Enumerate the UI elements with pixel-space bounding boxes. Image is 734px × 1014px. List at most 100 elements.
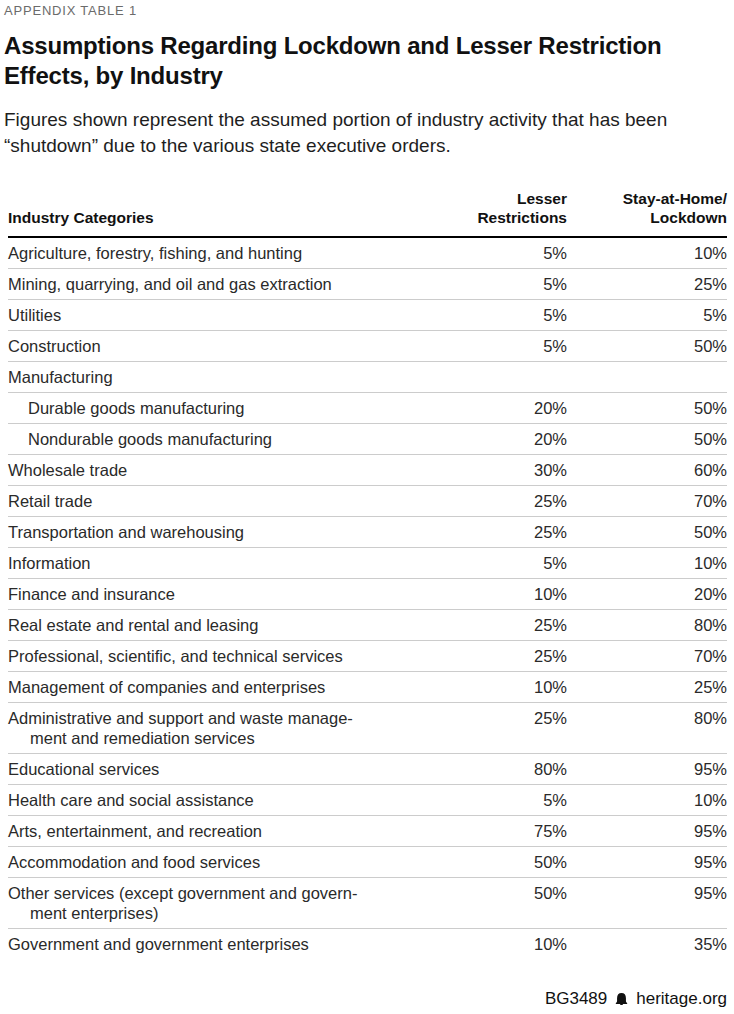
lockdown-value-cell: 60% [567, 455, 727, 486]
industry-cell: Nondurable goods manufacturing [8, 424, 452, 455]
lesser-value-cell: 25% [452, 517, 567, 548]
table-row: Construction 5% 50% [8, 331, 727, 362]
industry-cell: Real estate and rental and leasing [8, 610, 452, 641]
page-title: Assumptions Regarding Lockdown and Lesse… [4, 31, 710, 91]
appendix-table-page: APPENDIX TABLE 1 Assumptions Regarding L… [0, 3, 734, 1014]
lesser-value-cell: 80% [452, 754, 567, 785]
lesser-value-cell: 20% [452, 424, 567, 455]
industry-cell: Manufacturing [8, 362, 452, 393]
lockdown-value-cell: 25% [567, 269, 727, 300]
lesser-value-cell: 5% [452, 269, 567, 300]
lesser-value-cell: 25% [452, 641, 567, 672]
table-row: Management of companies and enterprises … [8, 672, 727, 703]
table-row: Government and government enterprises 10… [8, 929, 727, 960]
assumptions-table: Industry Categories Lesser Restrictions … [8, 189, 727, 959]
lesser-value-cell: 25% [452, 486, 567, 517]
table-row: Finance and insurance 10% 20% [8, 579, 727, 610]
table-row: Retail trade 25% 70% [8, 486, 727, 517]
industry-cell: Administrative and support and waste man… [8, 703, 452, 754]
industry-cell: Agriculture, forestry, fishing, and hunt… [8, 237, 452, 269]
lockdown-value-cell: 70% [567, 486, 727, 517]
lesser-value-cell: 5% [452, 300, 567, 331]
lesser-value-cell: 50% [452, 847, 567, 878]
industry-cell: Utilities [8, 300, 452, 331]
lockdown-value-cell: 20% [567, 579, 727, 610]
lockdown-value-cell: 80% [567, 703, 727, 754]
lockdown-value-cell: 50% [567, 424, 727, 455]
lockdown-value-cell: 50% [567, 517, 727, 548]
table-row: Arts, entertainment, and recreation 75% … [8, 816, 727, 847]
industry-cell: Construction [8, 331, 452, 362]
lesser-value-cell: 10% [452, 672, 567, 703]
industry-cell: Finance and insurance [8, 579, 452, 610]
table-row: Transportation and warehousing 25% 50% [8, 517, 727, 548]
col-header-lesser-restrictions: Lesser Restrictions [452, 189, 567, 237]
industry-cell: Wholesale trade [8, 455, 452, 486]
lockdown-value-cell: 10% [567, 785, 727, 816]
site-link[interactable]: heritage.org [636, 989, 727, 1009]
table-row: Information 5% 10% [8, 548, 727, 579]
table-header: Industry Categories Lesser Restrictions … [8, 189, 727, 237]
lesser-value-cell: 10% [452, 579, 567, 610]
lesser-value-cell: 5% [452, 548, 567, 579]
table-row: Real estate and rental and leasing 25% 8… [8, 610, 727, 641]
lesser-value-cell: 5% [452, 331, 567, 362]
col-header-stay-at-home-lockdown: Stay-at-Home/ Lockdown [567, 189, 727, 237]
table-row: Educational services 80% 95% [8, 754, 727, 785]
lockdown-value-cell: 25% [567, 672, 727, 703]
industry-cell: Mining, quarrying, and oil and gas extra… [8, 269, 452, 300]
lesser-value-cell: 20% [452, 393, 567, 424]
industry-cell: Accommodation and food services [8, 847, 452, 878]
table-row: Agriculture, forestry, fishing, and hunt… [8, 237, 727, 269]
table-row: Wholesale trade 30% 60% [8, 455, 727, 486]
footer: BG3489 heritage.org [545, 989, 727, 1009]
lesser-value-cell [452, 362, 567, 393]
industry-cell: Transportation and warehousing [8, 517, 452, 548]
lesser-value-cell: 30% [452, 455, 567, 486]
lockdown-value-cell: 95% [567, 878, 727, 929]
table-row: Professional, scientific, and technical … [8, 641, 727, 672]
lesser-value-cell: 75% [452, 816, 567, 847]
table-row: Other services (except government and go… [8, 878, 727, 929]
lockdown-value-cell: 10% [567, 548, 727, 579]
lockdown-value-cell: 5% [567, 300, 727, 331]
table-row: Administrative and support and waste man… [8, 703, 727, 754]
lesser-value-cell: 25% [452, 610, 567, 641]
industry-cell: Durable goods manufacturing [8, 393, 452, 424]
col-header-industry-categories: Industry Categories [8, 189, 452, 237]
lockdown-value-cell: 95% [567, 847, 727, 878]
lockdown-value-cell: 50% [567, 331, 727, 362]
lesser-value-cell: 25% [452, 703, 567, 754]
industry-cell: Government and government enterprises [8, 929, 452, 960]
industry-cell: Other services (except government and go… [8, 878, 452, 929]
lesser-value-cell: 10% [452, 929, 567, 960]
lockdown-value-cell: 80% [567, 610, 727, 641]
industry-cell: Educational services [8, 754, 452, 785]
table-row: Nondurable goods manufacturing 20% 50% [8, 424, 727, 455]
lockdown-value-cell: 10% [567, 237, 727, 269]
industry-cell: Health care and social assistance [8, 785, 452, 816]
lockdown-value-cell: 50% [567, 393, 727, 424]
table-row: Utilities 5% 5% [8, 300, 727, 331]
lockdown-value-cell: 95% [567, 816, 727, 847]
table-row: Health care and social assistance 5% 10% [8, 785, 727, 816]
doc-id: BG3489 [545, 989, 607, 1009]
table-row: Accommodation and food services 50% 95% [8, 847, 727, 878]
table-row: Durable goods manufacturing 20% 50% [8, 393, 727, 424]
lesser-value-cell: 50% [452, 878, 567, 929]
table-description: Figures shown represent the assumed port… [4, 107, 718, 159]
lesser-value-cell: 5% [452, 237, 567, 269]
industry-cell: Information [8, 548, 452, 579]
lockdown-value-cell [567, 362, 727, 393]
table-row: Manufacturing [8, 362, 727, 393]
liberty-bell-icon [614, 991, 629, 1007]
industry-cell: Retail trade [8, 486, 452, 517]
lockdown-value-cell: 35% [567, 929, 727, 960]
industry-cell: Arts, entertainment, and recreation [8, 816, 452, 847]
lockdown-value-cell: 95% [567, 754, 727, 785]
table-eyebrow-label: APPENDIX TABLE 1 [4, 3, 734, 18]
table-row: Mining, quarrying, and oil and gas extra… [8, 269, 727, 300]
industry-cell: Management of companies and enterprises [8, 672, 452, 703]
industry-cell: Professional, scientific, and technical … [8, 641, 452, 672]
lockdown-value-cell: 70% [567, 641, 727, 672]
